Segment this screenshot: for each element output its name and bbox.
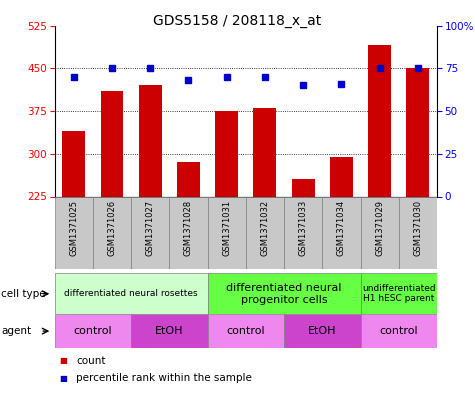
Bar [93, 196, 131, 269]
Text: count: count [76, 356, 105, 366]
Bar [208, 196, 246, 269]
Bar [284, 196, 323, 269]
Text: undifferentiated
H1 hESC parent: undifferentiated H1 hESC parent [362, 284, 436, 303]
Text: EtOH: EtOH [308, 326, 336, 336]
Text: GSM1371032: GSM1371032 [260, 200, 269, 256]
Text: ■: ■ [59, 356, 67, 365]
Text: differentiated neural rosettes: differentiated neural rosettes [64, 289, 198, 298]
Bar [55, 196, 93, 269]
Bar [215, 111, 238, 196]
Text: GSM1371025: GSM1371025 [69, 200, 78, 256]
Text: EtOH: EtOH [155, 326, 183, 336]
Bar [407, 68, 429, 196]
Bar [62, 131, 85, 196]
Bar [399, 196, 437, 269]
Text: control: control [74, 326, 112, 336]
Bar [170, 196, 208, 269]
Bar [361, 273, 437, 314]
Text: GSM1371034: GSM1371034 [337, 200, 346, 256]
Bar [177, 162, 200, 196]
Bar [368, 46, 391, 196]
Bar [284, 314, 361, 348]
Bar [361, 196, 399, 269]
Bar [292, 179, 314, 196]
Bar [330, 156, 353, 196]
Bar [208, 273, 361, 314]
Text: ■: ■ [59, 374, 67, 382]
Text: GSM1371030: GSM1371030 [413, 200, 422, 256]
Bar [246, 196, 284, 269]
Text: GSM1371026: GSM1371026 [107, 200, 116, 256]
Bar [361, 314, 437, 348]
Text: GSM1371031: GSM1371031 [222, 200, 231, 256]
Text: differentiated neural
progenitor cells: differentiated neural progenitor cells [226, 283, 342, 305]
Text: GSM1371029: GSM1371029 [375, 200, 384, 256]
Text: GSM1371033: GSM1371033 [299, 200, 308, 256]
Text: control: control [227, 326, 265, 336]
Text: control: control [380, 326, 418, 336]
Bar [322, 196, 361, 269]
Bar [139, 85, 162, 196]
Bar [208, 314, 284, 348]
Bar [254, 108, 276, 196]
Bar [101, 91, 124, 196]
Bar [131, 196, 170, 269]
Bar [55, 273, 208, 314]
Bar [131, 314, 208, 348]
Text: cell type: cell type [1, 289, 46, 299]
Bar [55, 314, 131, 348]
Text: percentile rank within the sample: percentile rank within the sample [76, 373, 252, 383]
Text: GDS5158 / 208118_x_at: GDS5158 / 208118_x_at [153, 14, 322, 28]
Text: agent: agent [1, 326, 31, 336]
Text: GSM1371027: GSM1371027 [146, 200, 155, 256]
Text: GSM1371028: GSM1371028 [184, 200, 193, 256]
